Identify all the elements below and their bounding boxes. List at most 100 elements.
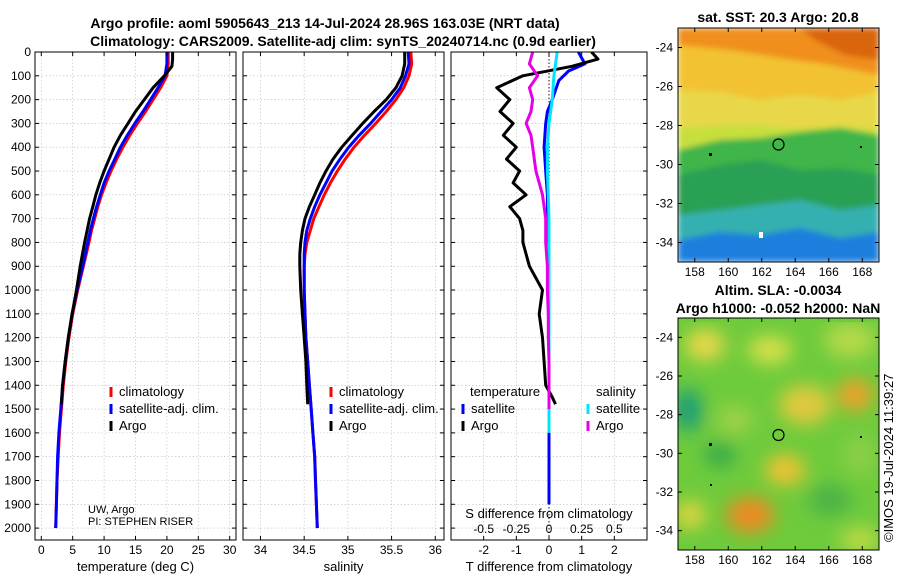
temperature-panel: 0 5 10 15 20 25 300100200300400500600700800900…	[4, 45, 236, 574]
title-line-1: Argo profile: aoml 5905643_213 14-Jul-20…	[90, 15, 559, 31]
x-tick-label: 0	[546, 543, 553, 557]
map-x-tick-label: 164	[785, 265, 805, 279]
y-tick-label: 1300	[4, 354, 31, 368]
map-y-tick-label: -32	[656, 197, 674, 211]
y-tick-label: 200	[11, 93, 31, 107]
top-tick-label: -0.5	[473, 522, 494, 536]
legend-label: Argo	[471, 418, 498, 433]
x-tick-label: 35.5	[380, 543, 404, 557]
y-tick-label: 1900	[4, 497, 31, 511]
y-tick-label: 1000	[4, 283, 31, 297]
x-tick-label: 34	[254, 543, 268, 557]
x-tick-label: 1	[578, 543, 585, 557]
sst-map-axes: 158 160 162 164 166 168 -24 -26 -28 -30 -32 -34	[656, 28, 879, 279]
map-y-tick-label: -34	[656, 524, 674, 538]
map-x-tick-label: 164	[785, 553, 805, 567]
y-tick-label: 800	[11, 235, 31, 249]
legend-label: satellite	[596, 401, 640, 416]
salinity-panel: 34 34.5 35 35.5 36 salinity climatology satelli…	[242, 51, 445, 574]
x-tick-label: 34.5	[292, 543, 316, 557]
x-axis-label: temperature (deg C)	[77, 559, 194, 574]
legend-label: climatology	[119, 384, 185, 399]
map-y-tick-label: -24	[656, 330, 674, 344]
y-tick-label: 1200	[4, 331, 31, 345]
map-y-tick-label: -28	[656, 408, 674, 422]
legend-label: Argo	[339, 418, 366, 433]
legend-label: Argo	[119, 418, 146, 433]
map-x-tick-label: 166	[819, 553, 839, 567]
sst-map-image	[678, 28, 879, 262]
map-x-tick-label: 158	[685, 553, 705, 567]
legend-header-salinity: salinity	[596, 384, 636, 399]
sla-map-image	[678, 318, 879, 550]
legend-label: satellite-adj. clim.	[119, 401, 219, 416]
difference-panel: -2 -1 0 1 2 T difference from climatology temp…	[450, 51, 648, 574]
x-tick-label: 0	[38, 543, 45, 557]
x-axis-label: salinity	[324, 559, 364, 574]
x-tick-label: 25	[192, 543, 206, 557]
y-tick-label: 100	[11, 69, 31, 83]
map-x-tick-label: 162	[752, 265, 772, 279]
top-tick-label: 0.25	[570, 522, 594, 536]
y-tick-label: 900	[11, 259, 31, 273]
sla-map-title-2: Argo h1000: -0.052 h2000: NaN	[676, 300, 881, 316]
map-x-tick-label: 160	[718, 265, 738, 279]
legend-label: Argo	[596, 418, 623, 433]
legend-header-temperature: temperature	[470, 384, 540, 399]
map-x-tick-label: 160	[718, 553, 738, 567]
y-tick-label: 1400	[4, 378, 31, 392]
x-tick-label: 35	[341, 543, 355, 557]
x-tick-label: 20	[160, 543, 174, 557]
map-x-tick-label: 166	[819, 265, 839, 279]
y-tick-label: 2000	[4, 521, 31, 535]
y-tick-label: 1100	[5, 307, 31, 321]
sst-map-title: sat. SST: 20.3 Argo: 20.8	[697, 9, 859, 25]
y-tick-label: 1500	[4, 402, 31, 416]
y-tick-label: 500	[11, 164, 31, 178]
map-y-tick-label: -34	[656, 236, 674, 250]
y-tick-label: 1700	[4, 450, 31, 464]
credit-line-2: PI: STEPHEN RISER	[88, 516, 193, 528]
top-tick-label: -0.25	[503, 522, 531, 536]
x-tick-label: 2	[611, 543, 618, 557]
sla-map-frame	[677, 317, 880, 551]
credit-line-1: UW, Argo	[88, 504, 134, 516]
y-tick-label: 1800	[4, 473, 31, 487]
sst-map-frame	[677, 27, 880, 263]
top-axis-label: S difference from climatology	[465, 506, 633, 521]
sla-map-axes: 158 160 162 164 166 168 -24 -26 -28 -30 -32 -34	[656, 318, 879, 567]
y-tick-label: 700	[11, 212, 31, 226]
map-y-tick-label: -32	[656, 485, 674, 499]
x-tick-label: 15	[129, 543, 143, 557]
x-tick-label: 10	[97, 543, 111, 557]
series-line-satellite-adj-clim-	[54, 52, 169, 529]
map-y-tick-label: -26	[656, 80, 674, 94]
y-tick-label: 0	[24, 45, 31, 59]
top-tick-label: 0.5	[606, 522, 623, 536]
y-tick-label: 300	[11, 116, 31, 130]
plot-frame	[242, 51, 445, 541]
top-tick-label: 0	[546, 522, 553, 536]
x-tick-label: 36	[429, 543, 443, 557]
y-tick-label: 600	[11, 188, 31, 202]
map-y-tick-label: -26	[656, 369, 674, 383]
x-tick-label: -2	[478, 543, 489, 557]
series-line-argo	[59, 52, 175, 405]
y-tick-label: 1600	[4, 426, 31, 440]
y-tick-label: 400	[11, 140, 31, 154]
map-y-tick-label: -30	[656, 158, 674, 172]
map-x-tick-label: 162	[752, 553, 772, 567]
map-y-tick-label: -30	[656, 446, 674, 460]
series-line-argo	[298, 52, 407, 405]
sla-map-title-1: Altim. SLA: -0.0034	[715, 282, 842, 298]
map-y-tick-label: -28	[656, 119, 674, 133]
map-x-tick-label: 168	[852, 265, 872, 279]
series-line-t-argo	[495, 52, 600, 405]
map-x-tick-label: 168	[852, 553, 872, 567]
x-tick-label: 30	[223, 543, 237, 557]
legend-label: satellite-adj. clim.	[339, 401, 439, 416]
x-tick-label: 5	[69, 543, 76, 557]
map-y-tick-label: -24	[656, 41, 674, 55]
legend-label: satellite	[471, 401, 515, 416]
